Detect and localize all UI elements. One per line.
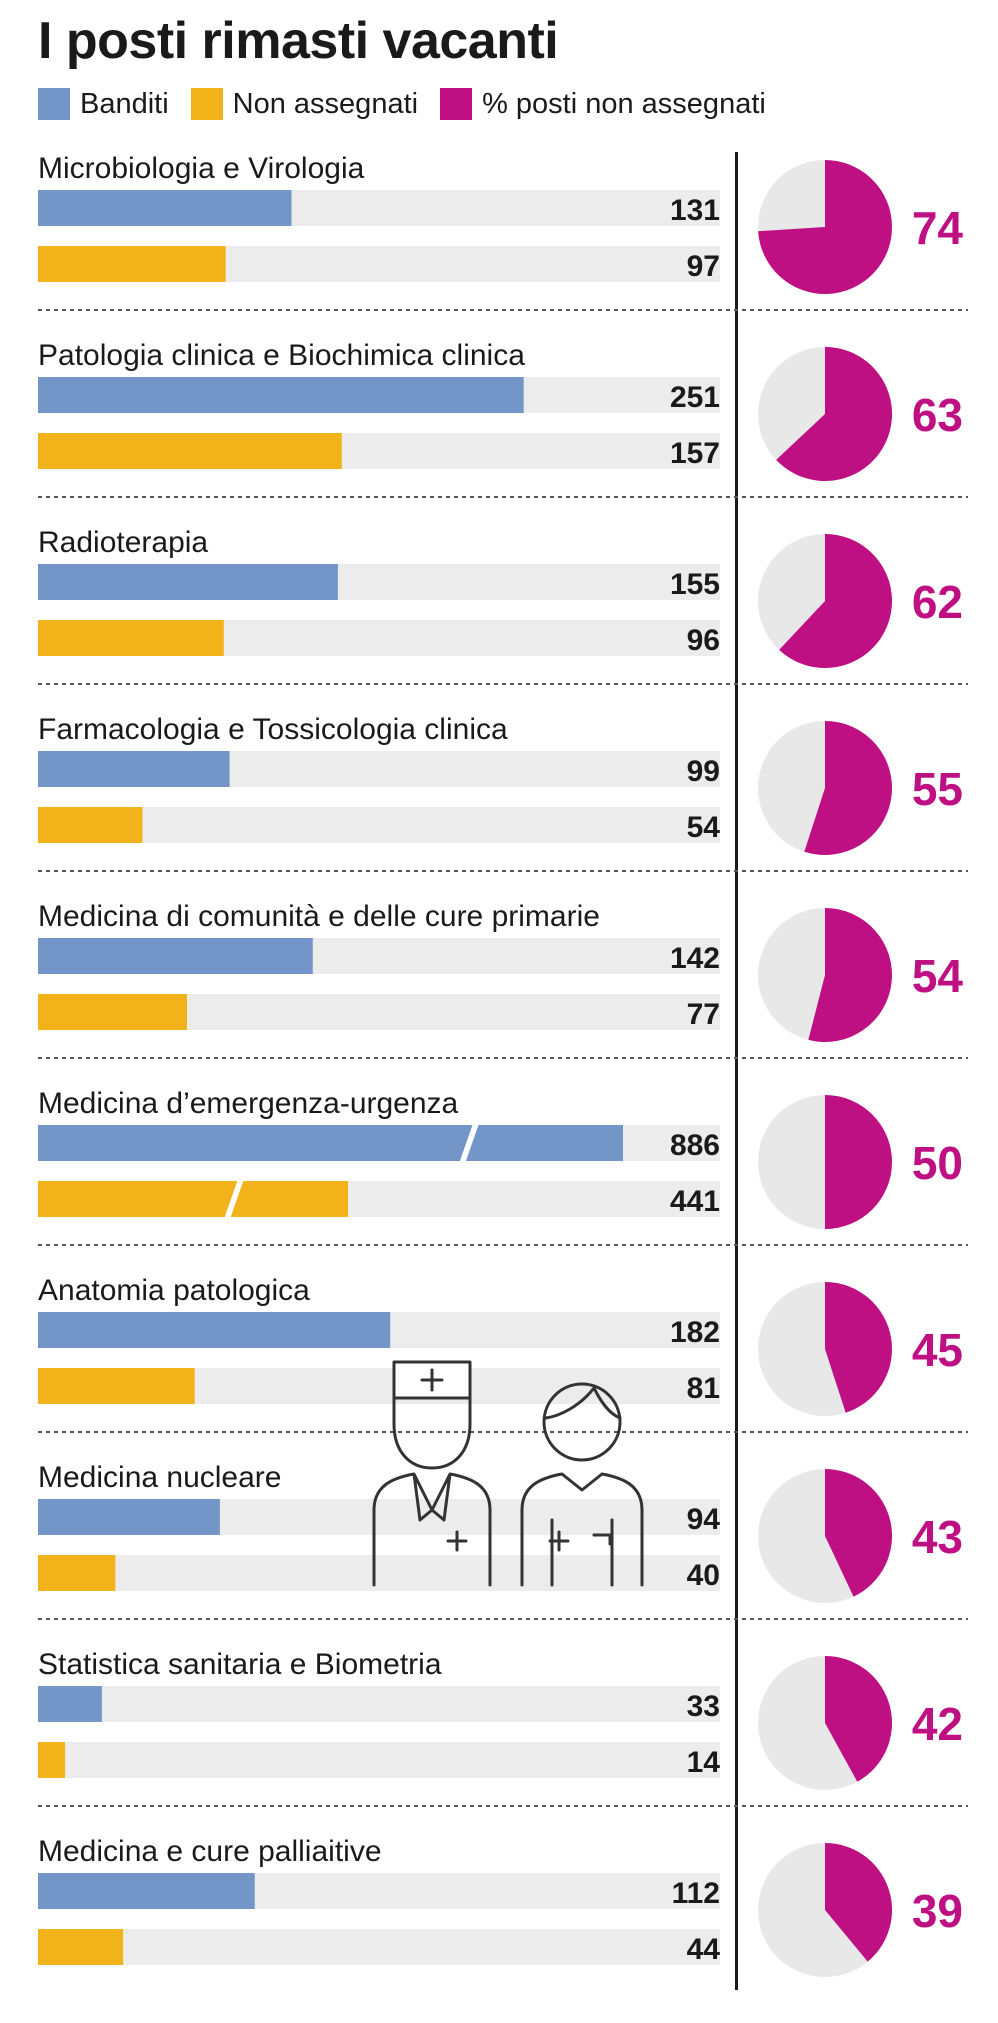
bar-non-assegnati [38,1555,116,1591]
value-label-banditi: 155 [670,568,720,601]
value-label-non-assegnati: 40 [687,1559,720,1592]
pie-slice-percent [825,1843,892,1962]
bar-banditi [38,1125,623,1161]
legend-item-banditi: Banditi [38,88,169,121]
value-label-non-assegnati: 97 [687,250,720,283]
percent-label: 54 [912,950,964,1002]
category-label: Anatomia patologica [38,1274,310,1307]
percent-label: 39 [912,1885,963,1937]
value-label-non-assegnati: 81 [687,1372,720,1405]
legend-item-non-assegnati: Non assegnati [190,87,419,121]
vertical-divider [735,152,738,1990]
bar-track [38,1742,720,1778]
category-label: Medicina e cure palliaitive [38,1835,382,1868]
value-label-non-assegnati: 44 [687,1933,721,1966]
bar-banditi [38,190,292,226]
bar-banditi [38,1312,391,1348]
pie-slice-percent [825,1656,892,1782]
chart-title: I posti rimasti vacanti [38,12,559,70]
value-label-banditi: 131 [670,194,720,227]
value-label-banditi: 886 [670,1129,720,1162]
category-label: Patologia clinica e Biochimica clinica [38,339,525,372]
legend-swatch-non-assegnati [190,88,223,120]
value-label-banditi: 251 [670,381,720,414]
category-label: Farmacologia e Tossicologia clinica [38,713,508,746]
category-label: Radioterapia [38,526,208,559]
category-label: Medicina d’emergenza-urgenza [38,1087,459,1120]
doctor-nurse-icon [372,1360,644,1587]
bar-track [38,1929,720,1965]
legend-item-percent: % posti non assegnati [440,88,766,121]
bar-non-assegnati [38,994,187,1030]
category-label: Statistica sanitaria e Biometria [38,1648,442,1681]
percent-label: 42 [912,1698,963,1750]
bar-non-assegnati [38,620,224,656]
category-label: Medicina nucleare [38,1461,281,1494]
value-label-non-assegnati: 77 [687,998,720,1031]
value-label-non-assegnati: 96 [687,624,720,657]
bar-track [38,807,720,843]
bar-non-assegnati [38,1742,66,1778]
bar-banditi [38,751,230,787]
percent-label: 62 [912,576,963,628]
legend-swatch-banditi [38,88,70,120]
value-label-banditi: 142 [670,942,720,975]
legend-label-banditi: Banditi [80,87,169,120]
value-label-non-assegnati: 157 [670,437,720,470]
percent-label: 45 [912,1324,963,1376]
value-label-banditi: 33 [687,1690,720,1723]
pie-slice-percent [779,534,893,668]
value-label-banditi: 182 [670,1316,720,1349]
bar-non-assegnati [38,246,226,282]
bar-banditi [38,564,338,600]
bar-track [38,1686,720,1722]
value-label-banditi: 112 [672,1877,720,1910]
pie-slice-percent [825,1469,892,1597]
pie-slice-percent [776,347,893,482]
bar-banditi [38,1873,255,1909]
category-label: Microbiologia e Virologia [38,152,365,185]
pie-slice-percent [808,908,892,1042]
pie-slice-percent [758,160,892,295]
value-label-banditi: 99 [687,755,720,788]
value-label-non-assegnati: 54 [687,811,721,844]
bar-track [38,1555,720,1591]
legend-swatch-percent [440,88,473,120]
percent-label: 50 [912,1137,963,1189]
percent-label: 43 [912,1511,963,1563]
value-label-banditi: 94 [687,1503,721,1536]
legend-label-percent: % posti non assegnati [482,87,766,120]
bar-non-assegnati [38,433,342,469]
value-label-non-assegnati: 14 [687,1746,721,1779]
bar-banditi [38,1499,220,1535]
axis-break-mark [224,1179,244,1219]
pie-slice-percent [804,720,893,855]
bar-non-assegnati [38,1181,348,1217]
percent-label: 74 [912,202,964,254]
percent-label: 63 [912,389,963,441]
pie-slice-percent [825,1095,892,1229]
value-label-non-assegnati: 441 [670,1185,720,1218]
bar-banditi [38,1686,102,1722]
axis-break-mark [459,1123,480,1163]
pie-slice-percent [825,1282,892,1413]
bar-non-assegnati [38,1929,124,1965]
legend-label-non-assegnati: Non assegnati [232,87,419,120]
bar-banditi [38,377,524,413]
legend: Banditi Non assegnati % posti non assegn… [38,84,788,124]
category-label: Medicina di comunità e delle cure primar… [38,900,600,933]
percent-label: 55 [912,763,963,815]
bar-non-assegnati [38,1368,195,1404]
bar-banditi [38,938,313,974]
bar-non-assegnati [38,807,143,843]
